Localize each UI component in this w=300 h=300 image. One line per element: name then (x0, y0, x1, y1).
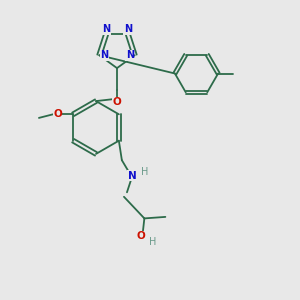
Text: N: N (128, 171, 137, 181)
Text: H: H (149, 237, 157, 248)
Text: H: H (141, 167, 149, 177)
Text: N: N (124, 24, 132, 34)
Text: O: O (112, 97, 122, 107)
Text: O: O (53, 109, 62, 119)
Text: N: N (102, 24, 110, 34)
Text: N: N (126, 50, 134, 60)
Text: N: N (100, 50, 108, 60)
Text: O: O (137, 231, 146, 242)
